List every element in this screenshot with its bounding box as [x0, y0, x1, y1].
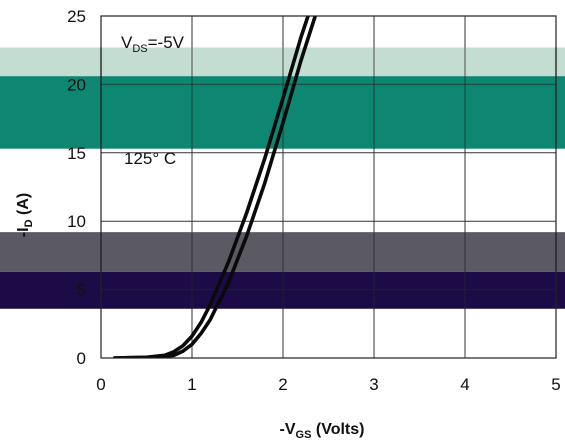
x-tick-label-4: 4: [460, 375, 469, 394]
vds-annotation: VDS=-5V: [121, 33, 185, 55]
overlay-bands: [0, 47, 565, 309]
x-label-suffix: (Volts): [311, 421, 364, 438]
x-label-subscript: GS: [296, 429, 312, 441]
temp-high-annotation: 125° C: [124, 149, 176, 168]
series-line-1: [112, 16, 318, 358]
x-tick-label-2: 2: [278, 375, 287, 394]
vds-suffix: =-5V: [148, 33, 185, 52]
y-label-suffix: (A): [15, 193, 32, 220]
x-tick-label-3: 3: [369, 375, 378, 394]
y-tick-label-1: 5: [77, 281, 86, 300]
x-label-prefix: -V: [280, 421, 296, 438]
x-tick-label-1: 1: [187, 375, 196, 394]
vds-subscript: DS: [132, 43, 147, 55]
y-tick-label-2: 10: [67, 212, 86, 231]
plot-frame: [100, 15, 557, 359]
tick-labels: 0 1 2 3 4 5 0 5 10 15 20 25: [67, 7, 561, 394]
x-tick-label-5: 5: [551, 375, 560, 394]
y-tick-label-3: 15: [67, 144, 86, 163]
vds-prefix: V: [121, 33, 133, 52]
series-layer: [112, 16, 318, 358]
y-label-subscript: D: [23, 219, 35, 227]
y-tick-label-4: 20: [67, 75, 86, 94]
y-label-prefix: -I: [15, 227, 32, 237]
x-tick-label-0: 0: [96, 375, 105, 394]
y-tick-label-0: 0: [77, 349, 86, 368]
y-axis-label: -ID (A): [15, 193, 35, 237]
x-axis-label: -VGS (Volts): [280, 421, 365, 441]
y-tick-label-5: 25: [67, 7, 86, 26]
